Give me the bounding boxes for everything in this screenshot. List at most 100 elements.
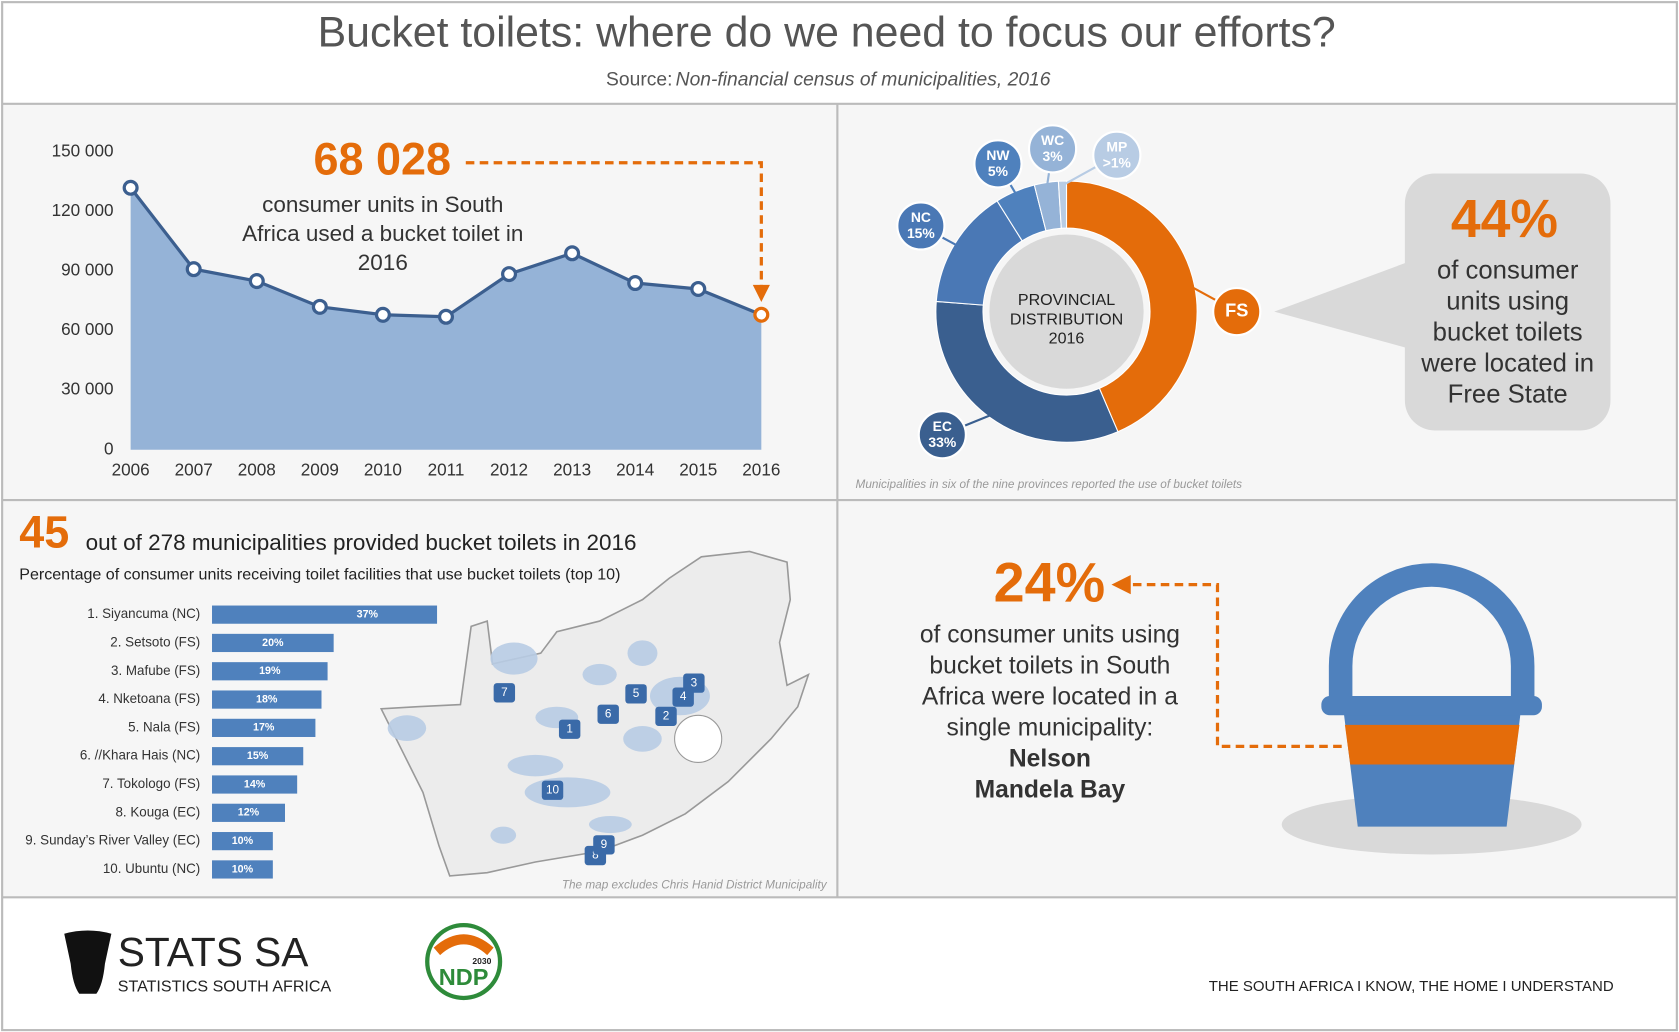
map-marker-label: 7 (501, 686, 508, 699)
point (122, 179, 139, 196)
bar-value-label: 19% (259, 665, 281, 677)
map-marker-label: 6 (605, 707, 612, 720)
x-tick-label: 2013 (553, 460, 591, 480)
category-label: 5. Nala (FS) (128, 719, 200, 734)
map-marker (541, 780, 564, 800)
line-annotation: consumer units in South Africa used a bu… (242, 192, 524, 276)
map-region (623, 725, 662, 752)
x-tick-label: 2015 (679, 460, 717, 480)
bar (212, 633, 334, 653)
source-label: Source: (606, 69, 672, 90)
map-region (490, 826, 517, 844)
map-marker (593, 835, 615, 855)
donut-slice (1057, 180, 1068, 229)
map-marker-label: 4 (680, 690, 687, 703)
highlight-place: Nelson Mandela Bay (974, 744, 1126, 804)
category-label: 8. Kouga (EC) (115, 804, 200, 819)
donut-center (989, 234, 1144, 389)
x-tick-label: 2010 (364, 460, 402, 480)
bar (212, 803, 286, 822)
slice-value: 15% (907, 225, 935, 241)
arrow-line (1129, 583, 1342, 748)
point (248, 273, 265, 290)
bar-value-label: 20% (262, 637, 284, 649)
category-label: 7. Tokologo (FS) (102, 776, 200, 791)
x-tick-label: 2012 (490, 460, 528, 480)
bar (212, 605, 438, 624)
footnote: Municipalities in six of the nine provin… (856, 478, 1243, 491)
slice-label-bg (1092, 130, 1142, 180)
bar (212, 775, 298, 794)
map-region (627, 640, 658, 667)
point (185, 261, 202, 278)
point (501, 266, 518, 283)
bar (212, 747, 304, 766)
ndp-arc (433, 934, 494, 956)
slice-label: NW (986, 147, 1010, 163)
bar (212, 690, 322, 709)
slice-label-bg (1027, 124, 1078, 174)
category-label: 1. Siyancuma (NC) (87, 606, 200, 621)
bar-subtitle: Percentage of consumer units receiving t… (19, 565, 620, 583)
category-label: 9. Sunday’s River Valley (EC) (25, 833, 200, 848)
logo-name: STATS SA (118, 929, 310, 975)
map-marker-label: 5 (633, 687, 640, 700)
highlight-text: of consumer units using bucket toilets i… (919, 619, 1180, 741)
slice-value: >1% (1103, 155, 1131, 171)
map-region (387, 715, 427, 741)
point (311, 298, 328, 315)
callout-pointer (1274, 262, 1408, 349)
slice-label: EC (933, 418, 952, 434)
ndp-text: NDP (439, 964, 489, 990)
point (627, 275, 644, 292)
stats-logo-icon (64, 930, 112, 994)
slice-value: 3% (1043, 148, 1063, 164)
logo-subtitle: STATISTICS SOUTH AFRICA (118, 978, 332, 996)
map-marker-label: 9 (601, 838, 608, 851)
callout-line (465, 161, 763, 290)
map-marker (625, 684, 647, 704)
map-marker (558, 719, 581, 739)
point (374, 306, 391, 323)
slice-value: 5% (988, 163, 1008, 179)
map-region (507, 754, 564, 777)
category-label: 3. Mafube (FS) (111, 663, 200, 678)
x-tick-label: 2008 (238, 460, 276, 480)
bar-value-label: 17% (253, 722, 275, 734)
bar-value-label: 15% (247, 750, 269, 762)
map-marker (655, 706, 677, 726)
bucket-handle (1328, 563, 1535, 707)
arrow-head (1111, 575, 1131, 595)
y-tick-label: 90 000 (61, 260, 113, 280)
x-tick-label: 2011 (428, 460, 465, 480)
bar (212, 662, 328, 681)
donut-callout-text: of consumer units using bucket toilets w… (1421, 255, 1595, 410)
slice-label: NC (911, 209, 931, 225)
page-title: Bucket toilets: where do we need to focu… (318, 9, 1336, 57)
bar-value-label: 12% (238, 807, 260, 819)
x-tick-label: 2009 (301, 460, 339, 480)
title-highlight: 45 (19, 506, 69, 557)
highlight-value: 24% (994, 551, 1105, 613)
map-marker (597, 704, 619, 724)
map-marker-label: 3 (691, 676, 698, 689)
map-marker (493, 683, 516, 703)
bar (212, 832, 273, 851)
point (690, 280, 707, 298)
category-label: 10. Ubuntu (NC) (103, 861, 200, 876)
slice-label-bg (896, 201, 946, 251)
highlight-block: of consumer units using bucket toilets i… (908, 619, 1192, 805)
bucket-rim (1321, 696, 1542, 716)
donut-slice (1065, 180, 1198, 433)
donut-center-label: PROVINCIAL DISTRIBUTION 2016 (1009, 291, 1124, 349)
slice-label: FS (1225, 300, 1248, 320)
map-lesotho (674, 714, 723, 763)
bar-value-label: 10% (232, 835, 254, 847)
y-tick-label: 0 (104, 438, 114, 458)
category-label: 4. Nketoana (FS) (98, 691, 200, 706)
bar-value-label: 10% (232, 863, 254, 875)
bar-value-label: 37% (357, 608, 379, 620)
